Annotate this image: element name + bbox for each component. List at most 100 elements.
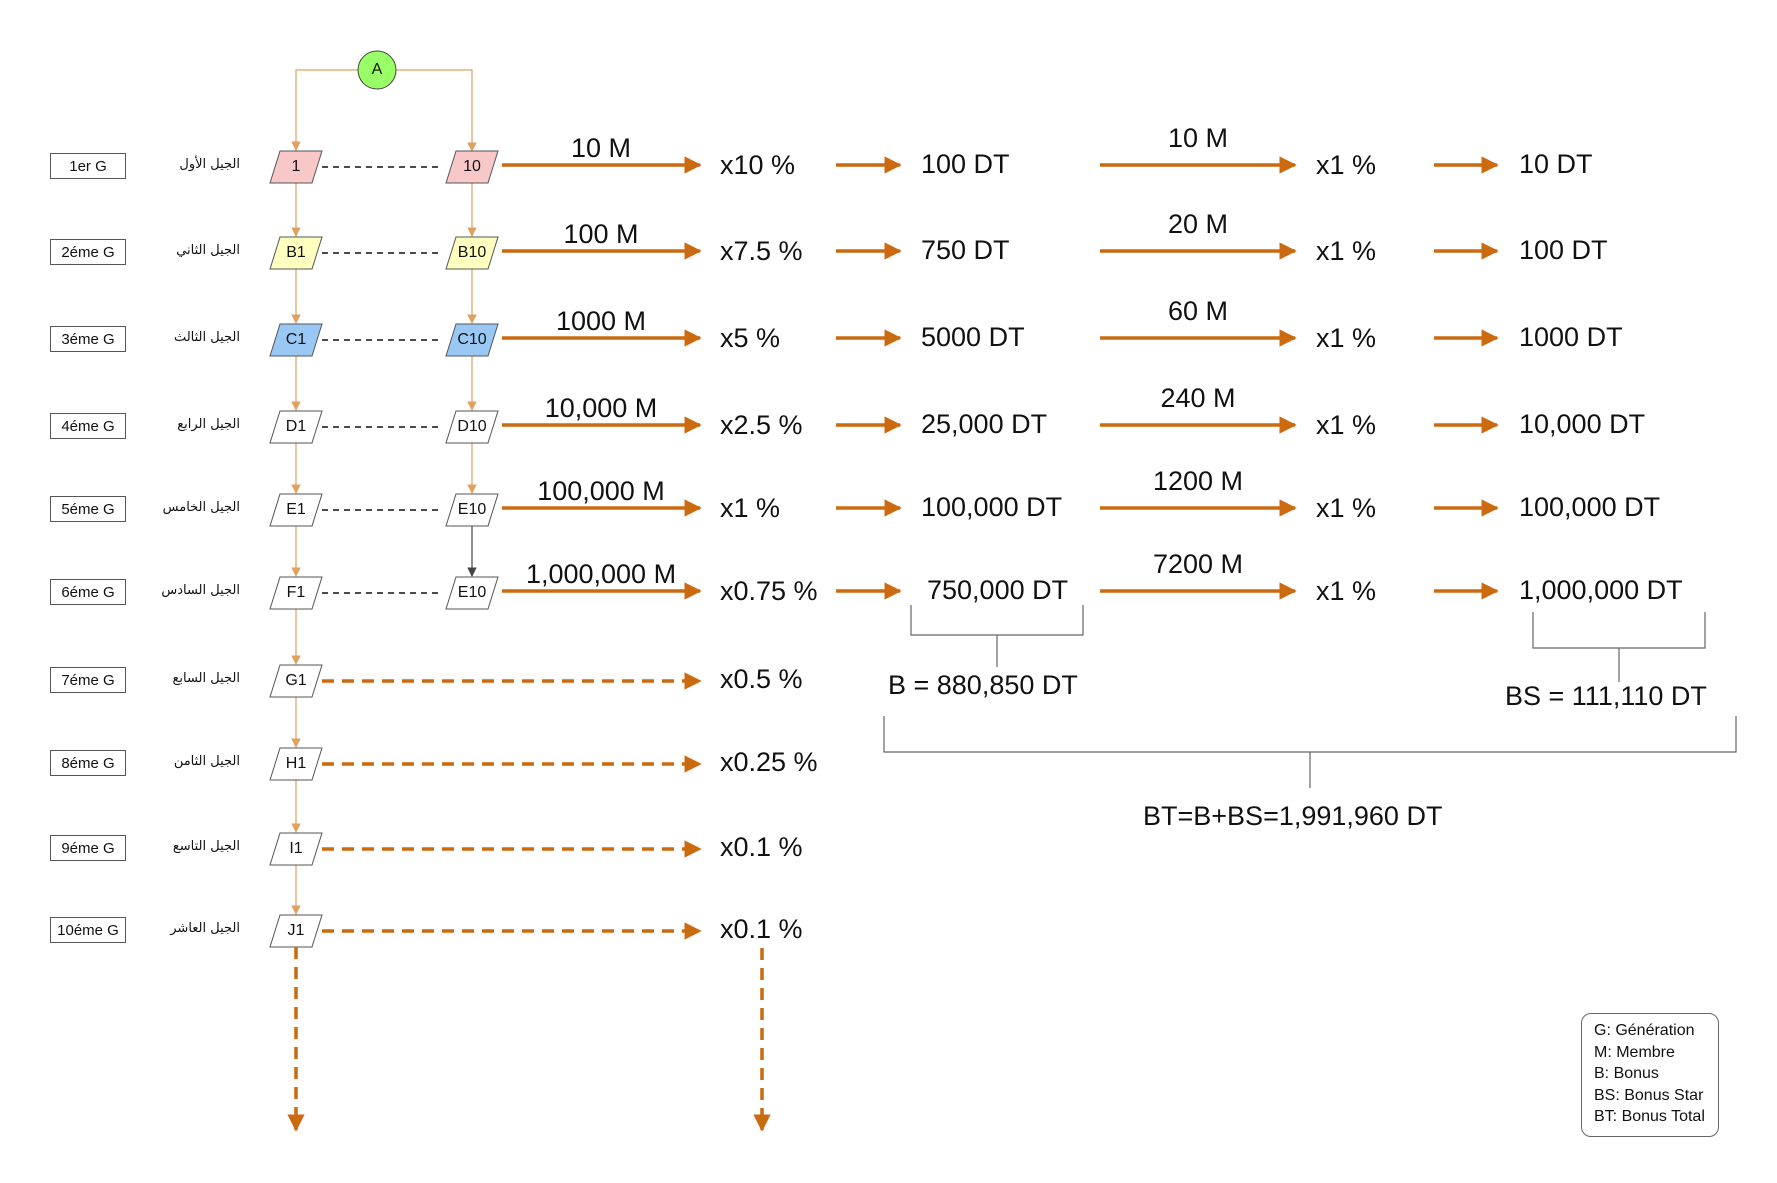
legend-item-bs: BS: Bonus Star [1594,1086,1704,1104]
rate-label: x0.1 % [720,832,803,862]
star-bonus-label: 1,000,000 DT [1519,575,1683,605]
start-node-label: A [371,61,383,78]
star-amount-label: 240 M [1160,383,1236,413]
rate-label: x0.1 % [720,914,803,944]
total-bt-label: BT=B+BS=1,991,960 DT [1143,801,1443,831]
right-amount-label: 100 M [563,219,639,249]
generation-arabic-label: الجيل السابع [172,671,240,686]
member-node-left [269,747,323,781]
right-amount-label: 1,000,000 M [525,559,677,589]
rate-label: x0.5 % [720,664,803,694]
start-node [357,50,397,90]
member-node-left [269,576,323,610]
star-amount-label: 10 M [1167,123,1229,153]
generation-arabic-label: الجيل العاشر [170,921,240,936]
star-bonus-label: 100,000 DT [1519,492,1661,522]
star-rate-label: x1 % [1316,236,1377,266]
member-node-left [269,410,323,444]
total-bs-label: BS = 111,110 DT [1505,681,1707,711]
member-node-left-label: B1 [286,244,306,261]
generation-tag: 5éme G [50,496,126,522]
start-link-left [295,69,358,151]
bonus-label: 25,000 DT [921,409,1048,439]
bonus-star-brace [1532,612,1706,682]
member-node-right-label: B10 [457,244,487,261]
legend-item-b: B: Bonus [1594,1065,1659,1082]
generation-arabic-label: الجيل الخامس [162,500,240,515]
bonus-label: 5000 DT [921,322,1025,352]
star-rate-label: x1 % [1316,493,1377,523]
bonus-label: 750,000 DT [927,575,1069,605]
legend-item-m: M: Membre [1594,1043,1675,1061]
rate-label: x1 % [720,493,781,523]
total-b-label: B = 880,850 DT [888,670,1078,700]
right-amount-label: 10 M [570,133,632,163]
member-node-left-label: I1 [289,840,303,857]
member-node-left [269,150,323,184]
member-node-right-label: D10 [457,418,487,435]
right-amount-label: 1000 M [555,306,647,336]
rate-label: x7.5 % [720,236,803,266]
bonus-brace [910,605,1084,667]
star-bonus-label: 1000 DT [1519,322,1623,352]
member-node-left [269,832,323,866]
bonus-label: 750 DT [921,235,1010,265]
bonus-total-brace [883,716,1737,788]
generation-tag: 7éme G [50,667,126,693]
generation-tag: 1er G [50,153,126,179]
star-amount-label: 1200 M [1152,466,1244,496]
member-node-right [445,493,499,527]
member-node-left-label: F1 [286,584,306,601]
generation-arabic-label: الجيل الثامن [173,754,240,769]
member-node-right [445,323,499,357]
member-node-left-label: H1 [285,755,307,772]
rate-label: x0.75 % [720,576,818,606]
member-node-left-label: J1 [287,922,305,939]
generation-tag: 2éme G [50,239,126,265]
right-amount-label: 100,000 M [537,476,665,506]
rate-label: x0.25 % [720,747,818,777]
star-bonus-label: 10,000 DT [1519,409,1646,439]
member-node-left-label: C1 [285,331,307,348]
member-node-left [269,914,323,948]
legend-box: G: Génération M: Membre B: Bonus BS: Bon… [1581,1013,1719,1137]
generation-arabic-label: الجيل الثاني [176,243,240,258]
member-node-right-label: E10 [457,501,487,518]
star-rate-label: x1 % [1316,410,1377,440]
bonus-label: 100 DT [921,149,1010,179]
generation-tag: 6éme G [50,579,126,605]
star-rate-label: x1 % [1316,323,1377,353]
member-node-left-label: G1 [285,672,307,689]
generation-tag: 8éme G [50,750,126,776]
start-link-right [396,69,477,152]
member-node-left [269,664,323,698]
generation-arabic-label: الجيل التاسع [172,839,240,854]
member-node-right [445,410,499,444]
generation-tag: 3éme G [50,326,126,352]
member-node-left-label: 1 [291,158,301,175]
member-node-right [445,236,499,270]
member-node-right [445,150,499,184]
rate-label: x10 % [720,150,796,180]
generation-arabic-label: الجيل الرابع [177,417,240,432]
legend-item-g: G: Génération [1594,1022,1695,1039]
generation-arabic-label: الجيل السادس [161,583,240,598]
generation-tag: 4éme G [50,413,126,439]
star-amount-label: 20 M [1167,209,1229,239]
star-amount-label: 7200 M [1152,549,1244,579]
star-rate-label: x1 % [1316,150,1377,180]
generation-tag: 9éme G [50,835,126,861]
member-node-left [269,323,323,357]
member-node-left [269,236,323,270]
member-node-left [269,493,323,527]
legend-item-bt: BT: Bonus Total [1594,1108,1705,1125]
star-amount-label: 60 M [1167,296,1229,326]
generation-arabic-label: الجيل الثالث [173,330,240,345]
member-node-right-label: 10 [463,158,481,175]
rate-label: x5 % [720,323,781,353]
star-rate-label: x1 % [1316,576,1377,606]
member-node-left-label: D1 [285,418,307,435]
star-bonus-label: 10 DT [1519,149,1593,179]
